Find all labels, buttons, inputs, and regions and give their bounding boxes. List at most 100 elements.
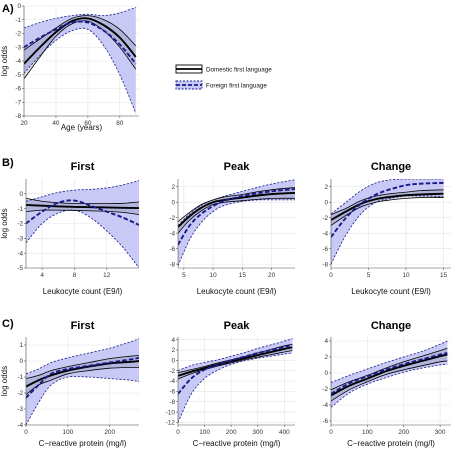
foreign-series-line xyxy=(331,352,448,395)
x-tick-label: 60 xyxy=(84,120,92,127)
panel-c2: 420-2-4-6-8-10-120 100 200 300 400C−reactive… xyxy=(166,320,295,448)
y-tick-label: -4 xyxy=(169,378,175,385)
foreign-upper-bound xyxy=(178,179,295,226)
x-tick-label: 10 xyxy=(210,272,218,279)
x-tick-label: 100 xyxy=(63,429,74,436)
foreign-series-line xyxy=(26,199,139,226)
y-tick-label: -2 xyxy=(17,390,23,397)
y-tick-label: -2 xyxy=(169,368,175,375)
foreign-series-line xyxy=(331,181,444,238)
x-tick-label: 8 xyxy=(73,272,77,279)
domestic-series-line xyxy=(178,346,293,377)
panel-b1: 0 -1 -2 -3 -4 -5 4 8 12 Leukocyte count (E9/l) log… xyxy=(0,161,139,296)
y-tick-label: 2 xyxy=(171,347,175,354)
x-tick-label: 100 xyxy=(199,429,210,436)
panel-label-c: C) xyxy=(2,318,14,330)
y-tick-label: -2 xyxy=(322,386,328,393)
x-tick-label: 0 xyxy=(176,429,180,436)
legend-foreign-label: Foreign first language xyxy=(206,83,267,90)
panel-a: 0 -1 -2 -3 -4 -5 -6 -7 -820 40 60 80 Age (years) log … xyxy=(0,3,139,132)
x-tick-label: 100 xyxy=(362,429,373,436)
foreign-upper-bound xyxy=(26,338,139,375)
foreign-lower-bound xyxy=(24,27,137,114)
legend-domestic-label: Domestic first language xyxy=(206,67,272,74)
x-tick-label: 200 xyxy=(398,429,409,436)
x-tick-label: 80 xyxy=(116,120,124,127)
x-axis-label: C−reactive protein (mg/l) xyxy=(193,439,281,448)
panel-title: First xyxy=(71,161,95,173)
domestic-series-line xyxy=(24,17,137,65)
foreign-lower-bound xyxy=(26,375,139,425)
plot-area xyxy=(178,179,295,266)
y-tick-label: -8 xyxy=(169,399,175,406)
x-tick-label: 5 xyxy=(182,272,186,279)
x-tick-label: 10 xyxy=(402,272,410,279)
domestic-lower-bound xyxy=(178,197,295,234)
y-axis-label: log odds xyxy=(0,366,9,396)
domestic-series-line xyxy=(26,204,139,210)
x-tick-label: 20 xyxy=(20,120,28,127)
domestic-upper-bound xyxy=(331,347,448,391)
foreign-lower-bound xyxy=(331,363,448,408)
y-tick-label: -10 xyxy=(166,409,176,416)
x-tick-label: 0 xyxy=(329,272,333,279)
panel-title: First xyxy=(71,320,95,332)
domestic-upper-bound xyxy=(331,189,444,215)
foreign-confidence-band xyxy=(331,341,448,408)
y-tick-label: -3 xyxy=(17,406,23,413)
foreign-series-line xyxy=(178,188,295,246)
y-tick-label: -6 xyxy=(169,389,175,396)
y-tick-label: -7 xyxy=(15,99,21,106)
y-tick-label: -8 xyxy=(15,113,21,120)
plot-area xyxy=(26,180,139,268)
x-tick-label: 15 xyxy=(239,272,247,279)
y-tick-label: -2 xyxy=(15,31,21,38)
plot-area xyxy=(331,340,448,408)
x-tick-label: 400 xyxy=(279,429,290,436)
y-tick-label: -3 xyxy=(15,44,21,51)
foreign-lower-bound xyxy=(178,199,295,266)
y-tick-label: -6 xyxy=(15,86,21,93)
x-axis-label: Age (years) xyxy=(61,123,103,132)
foreign-confidence-band xyxy=(24,7,136,114)
y-tick-label: 2 xyxy=(324,184,328,191)
domestic-lower-bound xyxy=(26,366,139,395)
y-tick-label: 2 xyxy=(324,354,328,361)
y-tick-label: -4 xyxy=(169,230,175,237)
foreign-upper-bound xyxy=(331,179,444,215)
x-tick-label: 20 xyxy=(268,272,276,279)
y-tick-label: -5 xyxy=(15,72,21,79)
panel-title: Change xyxy=(371,320,411,332)
y-tick-label: -4 xyxy=(17,250,23,257)
plot-area xyxy=(26,338,139,425)
y-tick-label: -1 xyxy=(17,374,23,381)
panel-title: Peak xyxy=(224,161,251,173)
domestic-upper-bound xyxy=(178,187,295,222)
legend: Domestic first language Foreign first la… xyxy=(171,62,309,98)
domestic-series-line xyxy=(26,360,139,388)
y-tick-label: -12 xyxy=(166,420,176,427)
foreign-confidence-band xyxy=(26,338,139,425)
x-tick-label: 40 xyxy=(52,120,60,127)
y-tick-label: -1 xyxy=(17,206,23,213)
y-tick-label: 0 xyxy=(19,191,23,198)
y-tick-label: -2 xyxy=(17,221,23,228)
foreign-series-line xyxy=(26,356,139,399)
y-tick-label: 4 xyxy=(324,338,328,345)
domestic-upper-bound xyxy=(178,343,293,374)
y-tick-label: -5 xyxy=(17,265,23,272)
panel-label-a: A) xyxy=(2,3,14,15)
x-tick-label: 4 xyxy=(40,272,44,279)
y-tick-label: 0 xyxy=(19,358,23,365)
y-tick-label: 0 xyxy=(171,357,175,364)
plot-area xyxy=(24,7,137,114)
y-tick-label: 2 xyxy=(171,184,175,191)
panel-title: Peak xyxy=(224,320,251,332)
domestic-confidence-band xyxy=(26,355,139,395)
y-tick-label: -3 xyxy=(17,236,23,243)
domestic-series-line xyxy=(331,192,444,221)
y-tick-label: -1 xyxy=(15,17,21,24)
plot-area xyxy=(331,179,444,265)
